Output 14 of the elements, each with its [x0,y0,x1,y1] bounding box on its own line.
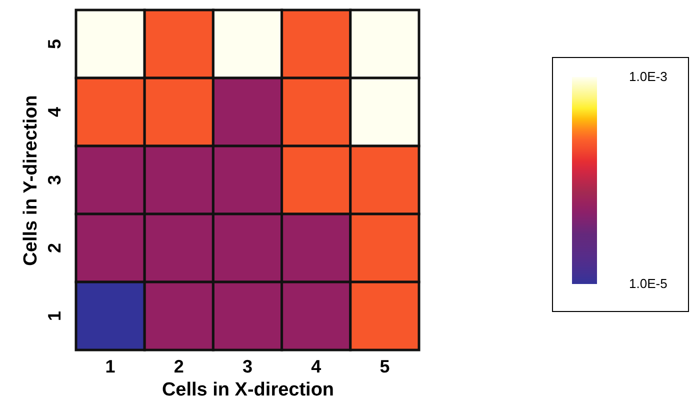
y-axis-title: Cells in Y-direction [20,95,42,266]
x-tick-label: 2 [174,356,184,376]
x-tick-label: 5 [380,356,390,376]
y-tick-label: 4 [44,106,64,118]
y-tick-label: 5 [44,38,64,50]
x-tick-label: 1 [105,356,116,376]
y-tick-label: 3 [44,174,64,186]
x-tick-label: 3 [242,356,253,376]
x-tick-label: 4 [311,356,322,376]
y-tick-label: 1 [44,310,64,322]
x-axis-title: Cells in X-direction [162,380,334,400]
color-bar-label: 1.0E-3 [629,69,668,84]
y-tick-label: 2 [44,242,64,254]
color-bar-label: 1.0E-5 [629,276,668,291]
